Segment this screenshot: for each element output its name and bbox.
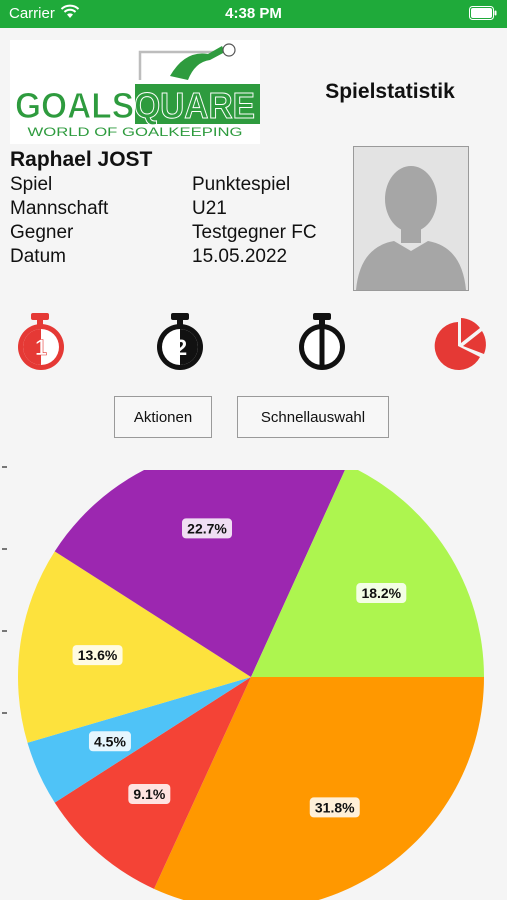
slice-label-bg [309, 797, 360, 818]
pie-slice[interactable] [54, 470, 348, 677]
pie-slice[interactable] [18, 551, 251, 743]
wifi-icon [60, 4, 80, 25]
info-value-opponent: Testgegner FC [192, 222, 317, 243]
axis-tick [2, 466, 7, 468]
page-title: Spielstatistik [325, 80, 455, 103]
stopwatch-half-2-icon[interactable]: 2 [150, 312, 210, 372]
info-label-opponent: Gegner [10, 222, 74, 243]
logo-brand-text: GOALSQUARE [15, 85, 255, 126]
pie-slice[interactable] [154, 677, 484, 900]
info-value-game: Punktespiel [192, 174, 291, 195]
info-label-team: Mannschaft [10, 198, 109, 219]
slice-label-bg [356, 583, 407, 604]
axis-tick [2, 630, 7, 632]
player-name: Raphael JOST [10, 148, 153, 171]
slice-label-bg [72, 645, 123, 666]
quick-select-button[interactable]: Schnellauswahl [237, 396, 389, 438]
axis-tick [2, 548, 7, 550]
stopwatch-full-game-icon[interactable] [292, 312, 352, 372]
carrier-label: Carrier [9, 5, 55, 22]
slice-label-bg [88, 731, 131, 752]
status-bar: Carrier 4:38 PM [0, 0, 507, 28]
slice-label: 22.7% [187, 520, 227, 536]
pie-chart[interactable]: 31.8% 9.1% 4.5% 13.6% 22.7% 18.2% [0, 470, 507, 900]
slice-label-bg [128, 783, 171, 804]
stopwatch-half-1-icon[interactable]: 1 [10, 312, 70, 372]
slice-label: 13.6% [78, 647, 118, 663]
slice-label: 9.1% [133, 786, 165, 802]
slice-label-bg [182, 518, 233, 539]
info-label-game: Spiel [10, 174, 53, 195]
clock-time: 4:38 PM [225, 5, 282, 22]
goalsquare-logo: GOALSQUARE WORLD OF GOALKEEPING [10, 40, 260, 144]
player-photo[interactable] [353, 146, 469, 291]
pie-slice[interactable] [54, 677, 251, 889]
slice-label: 31.8% [315, 799, 355, 815]
actions-button[interactable]: Aktionen [114, 396, 212, 438]
avatar-placeholder-icon [356, 166, 466, 290]
pie-slice[interactable] [251, 470, 484, 677]
axis-tick [2, 712, 7, 714]
pie-chart-icon[interactable] [430, 312, 490, 372]
info-value-date: 15.05.2022 [192, 246, 288, 267]
pie-slice[interactable] [27, 677, 251, 803]
info-value-team: U21 [192, 198, 227, 219]
info-label-date: Datum [10, 246, 66, 267]
slice-label: 18.2% [361, 585, 401, 601]
stopwatch-1-label: 1 [35, 335, 47, 360]
stopwatch-2-label: 2 [175, 335, 187, 360]
battery-icon [469, 6, 497, 25]
slice-label: 4.5% [94, 733, 126, 749]
logo-tagline-text: WORLD OF GOALKEEPING [28, 125, 243, 139]
